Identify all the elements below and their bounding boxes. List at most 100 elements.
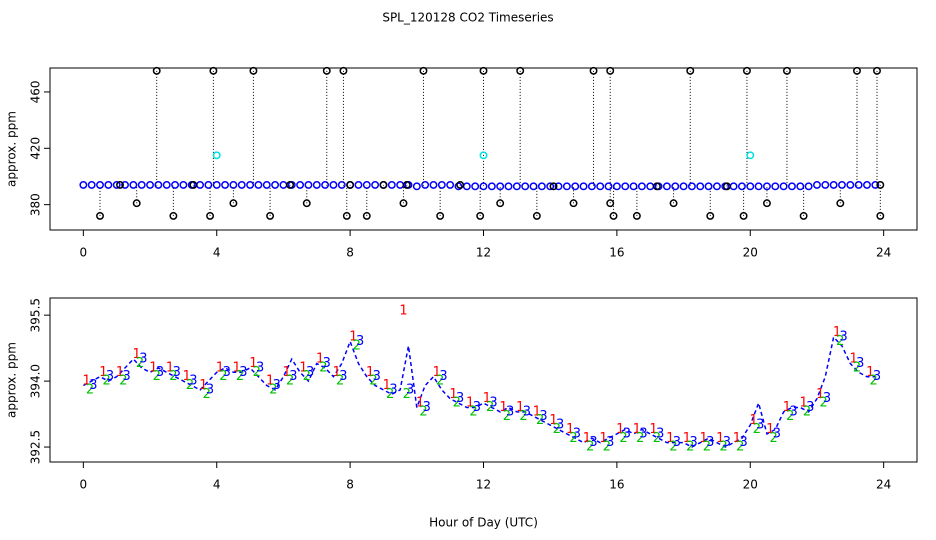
- point: [121, 180, 129, 189]
- point-glyph: 2: [253, 365, 261, 380]
- point: [612, 182, 621, 191]
- point: [362, 211, 371, 220]
- point: [146, 180, 154, 189]
- point: [629, 182, 638, 191]
- chart-title: SPL_120128 CO2 Timeseries: [382, 11, 553, 25]
- point-glyph: 3: [256, 360, 264, 375]
- point: [662, 182, 671, 191]
- y-axis-label: approx. ppm: [5, 342, 19, 418]
- x-tick-label: 8: [346, 478, 354, 492]
- point: [354, 180, 363, 189]
- point-glyph: 2: [803, 404, 811, 419]
- point: [496, 182, 505, 191]
- point: [606, 66, 615, 75]
- point-glyph: 3: [673, 435, 681, 450]
- point: [471, 182, 480, 191]
- point-glyph: 1: [133, 347, 141, 362]
- point: [729, 182, 738, 191]
- point: [429, 180, 438, 189]
- point: [821, 180, 830, 189]
- point: [746, 182, 755, 191]
- point: [671, 182, 680, 191]
- point-glyph: 3: [839, 330, 847, 345]
- point-glyph: 1: [816, 387, 824, 402]
- point: [152, 66, 161, 75]
- point: [342, 211, 351, 220]
- point: [304, 180, 313, 189]
- point-glyph: 3: [756, 418, 764, 433]
- point-glyph: 3: [489, 396, 497, 411]
- point: [853, 66, 861, 75]
- point: [322, 66, 331, 75]
- point: [652, 182, 661, 191]
- point-glyph: 1: [483, 391, 491, 406]
- point: [706, 211, 715, 220]
- y-tick-label: 395.5: [29, 298, 43, 332]
- point-glyph: 1: [649, 422, 657, 437]
- point: [496, 199, 505, 208]
- point-glyph: 3: [473, 400, 481, 415]
- point-glyph: 2: [103, 374, 111, 389]
- point: [221, 180, 230, 189]
- point: [571, 182, 580, 191]
- point-glyph: 3: [173, 365, 181, 380]
- point: [96, 180, 104, 189]
- point-glyph: 1: [499, 400, 507, 415]
- point: [704, 182, 713, 191]
- point: [863, 180, 871, 189]
- point: [873, 66, 881, 75]
- point-glyph: 2: [286, 374, 294, 389]
- point: [104, 180, 113, 189]
- point: [262, 180, 271, 189]
- series-line: [82, 335, 876, 448]
- point-glyph: 1: [666, 431, 674, 446]
- point-glyph: 3: [389, 382, 397, 397]
- point-glyph: 1: [633, 422, 641, 437]
- point-glyph: 1: [316, 352, 324, 367]
- point: [179, 180, 188, 189]
- point: [771, 182, 780, 191]
- point-glyph: 3: [523, 404, 531, 419]
- point: [169, 211, 178, 220]
- point: [504, 182, 513, 191]
- x-tick-label: 4: [213, 246, 221, 260]
- point: [154, 180, 163, 189]
- point-glyph: 2: [686, 440, 694, 455]
- point: [137, 180, 146, 189]
- point-glyph: 3: [773, 426, 781, 441]
- point-glyph: 2: [586, 440, 594, 455]
- point-glyph: 2: [319, 360, 327, 375]
- point-glyph: 3: [406, 382, 414, 397]
- point-glyph: 3: [873, 369, 881, 384]
- x-tick-label: 20: [743, 478, 758, 492]
- point: [537, 182, 546, 191]
- point-glyph: 2: [786, 409, 794, 424]
- point: [762, 182, 771, 191]
- point: [754, 182, 763, 191]
- point-glyph: 2: [769, 431, 777, 446]
- point: [249, 66, 258, 75]
- point: [279, 180, 288, 189]
- x-tick-label: 8: [346, 246, 354, 260]
- point-glyph: 2: [603, 440, 611, 455]
- point: [476, 211, 485, 220]
- point-glyph: 1: [783, 400, 791, 415]
- point-glyph: 3: [423, 400, 431, 415]
- point-glyph: 2: [219, 369, 227, 384]
- point-glyph: 1: [183, 369, 191, 384]
- point-glyph: 3: [339, 369, 347, 384]
- point-glyph: 3: [556, 418, 564, 433]
- point: [212, 151, 221, 160]
- point-glyph: 3: [206, 382, 214, 397]
- point-glyph: 2: [503, 409, 511, 424]
- point-glyph: 3: [223, 365, 231, 380]
- point: [87, 180, 96, 189]
- point: [399, 199, 408, 208]
- point: [456, 180, 465, 189]
- point-glyph: 2: [353, 338, 361, 353]
- point-glyph: 3: [739, 435, 747, 450]
- point-glyph: 2: [753, 422, 761, 437]
- point: [746, 151, 755, 160]
- point-glyph: 2: [386, 387, 394, 402]
- point: [196, 180, 205, 189]
